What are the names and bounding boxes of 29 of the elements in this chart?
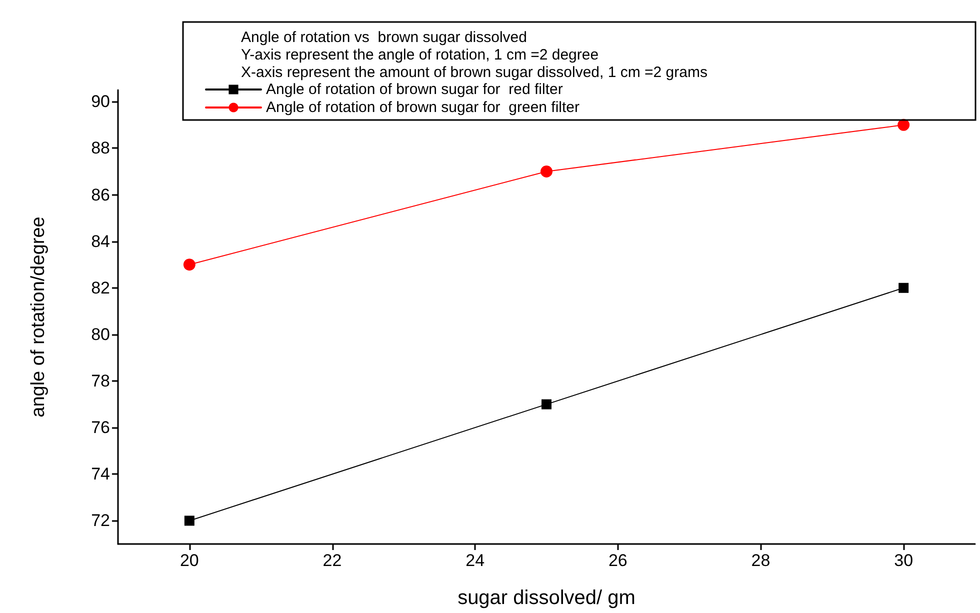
x-axis-title: sugar dissolved/ gm: [458, 587, 636, 609]
y-tick-label: 88: [91, 138, 110, 158]
point: [898, 282, 909, 293]
point: [898, 118, 910, 131]
y-tick-label: 72: [91, 511, 110, 530]
point: [183, 258, 196, 271]
x-tick-label: 24: [466, 551, 485, 570]
x-tick-label: 26: [608, 551, 628, 570]
point: [540, 165, 552, 178]
y-tick-label: 90: [91, 92, 110, 112]
x-tick-label: 28: [751, 551, 770, 570]
y-tick-label: 82: [91, 278, 110, 298]
legend-label: Angle of rotation of brown sugar for red filter: [266, 81, 563, 98]
y-tick-label: 80: [91, 324, 110, 344]
y-tick-label: 78: [91, 372, 110, 391]
y-axis-title: angle of rotation/degree: [28, 216, 49, 418]
y-tick-label: 84: [91, 232, 110, 251]
y-tick-label: 74: [91, 464, 110, 484]
x-tick-label: 20: [180, 551, 199, 570]
y-tick-label: 86: [91, 185, 110, 204]
chart-title: Angle of rotation vs brown sugar dissolved: [241, 29, 527, 46]
y-tick-label: 76: [91, 418, 110, 438]
text: X-axis represent the amount of brown sugar dissolved, 1 cm =2 grams: [241, 64, 708, 81]
x-tick-label: 30: [894, 551, 914, 570]
text: Y-axis represent the angle of rotation, 1 cm =2 degree: [241, 46, 599, 64]
legend-label: Angle of rotation of brown sugar for green filter: [266, 99, 580, 116]
point: [542, 399, 552, 410]
point: [184, 516, 194, 526]
x-tick-label: 22: [322, 551, 342, 570]
